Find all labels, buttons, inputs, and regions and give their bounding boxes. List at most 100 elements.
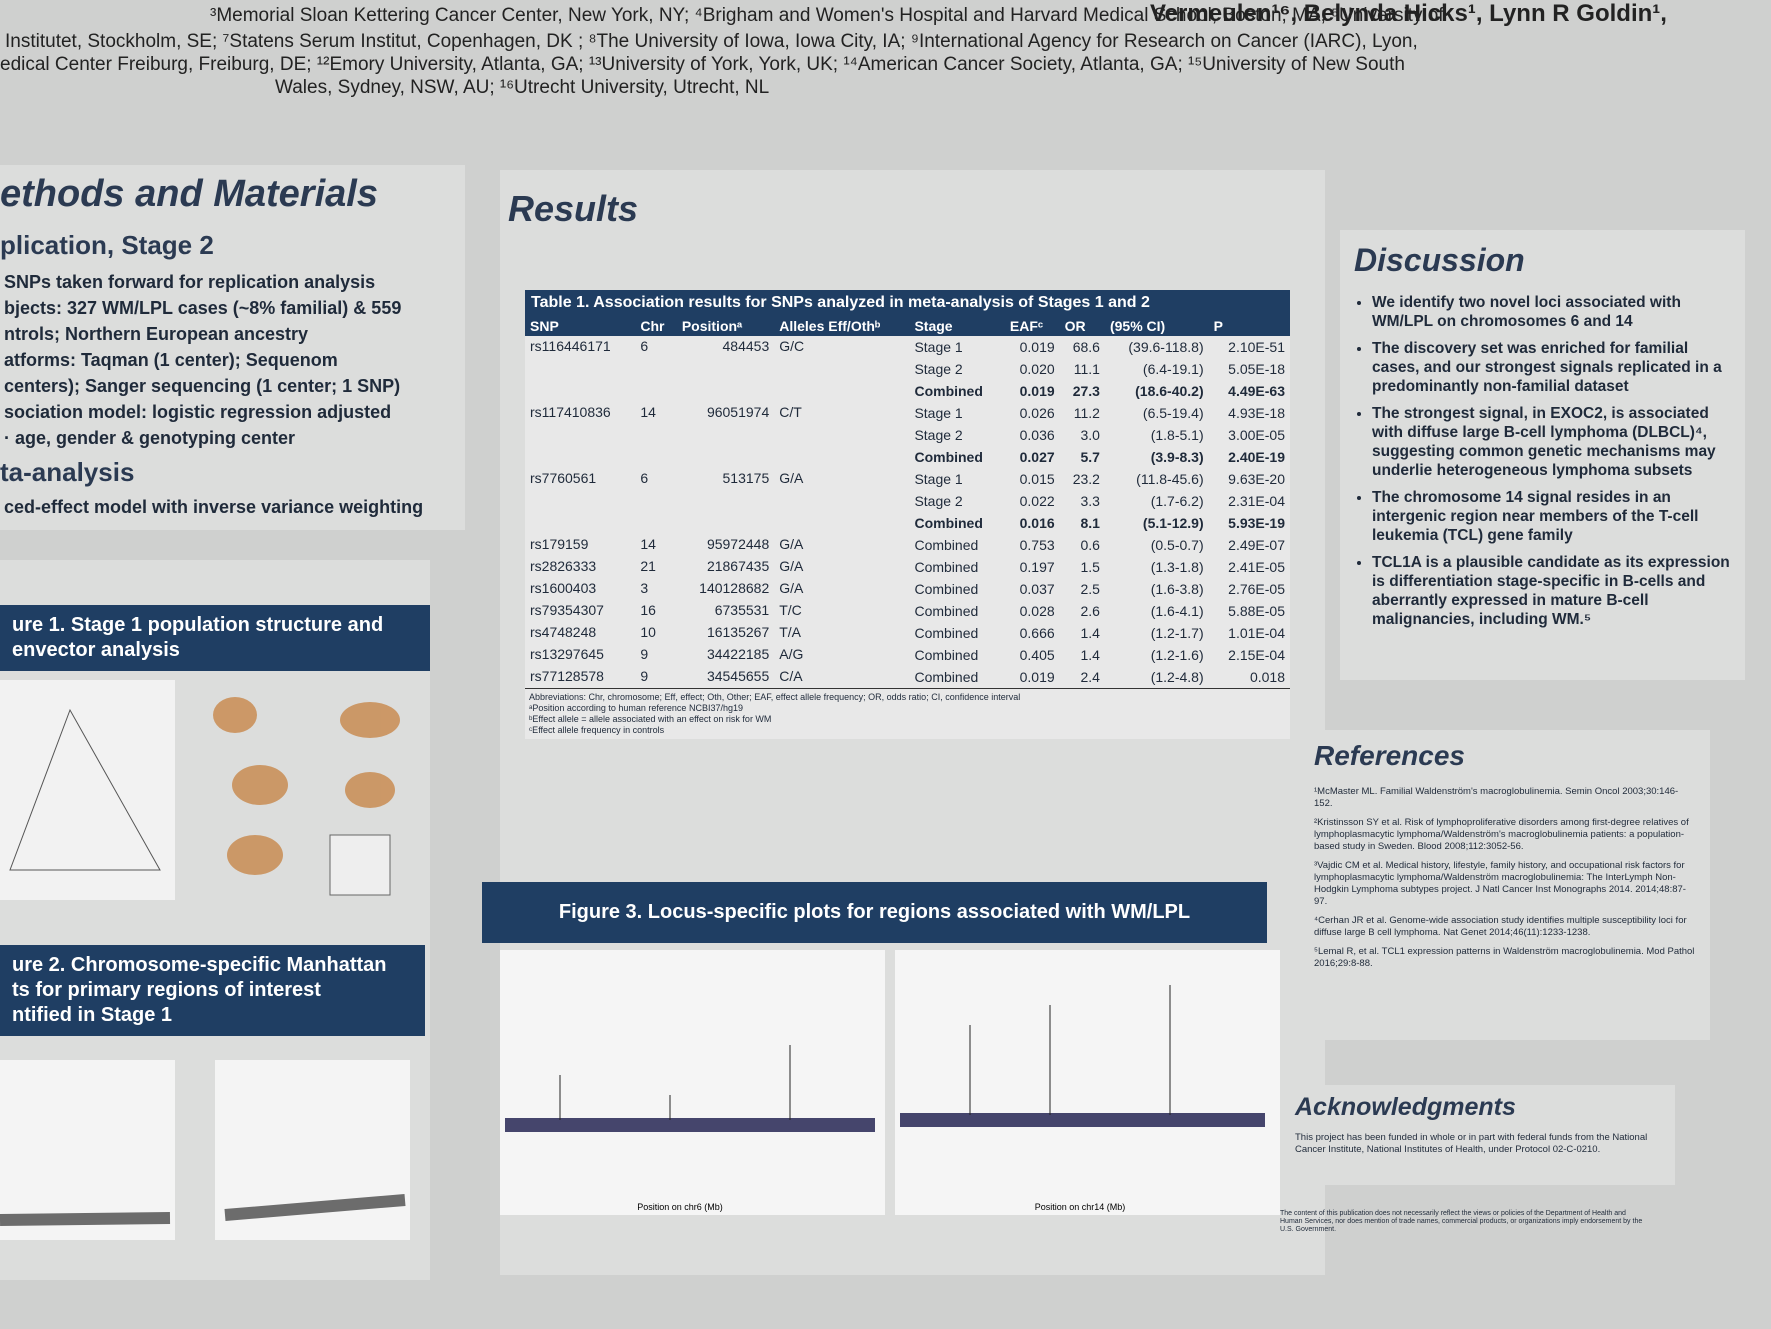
table-row: rs77128578 9 34545655 C/A Combined 0.019 2.4 (1…: [525, 666, 1290, 688]
cell: G/A: [779, 536, 804, 552]
cell: C/A: [779, 668, 803, 684]
bullet: The discovery set was enriched for famil…: [1372, 339, 1731, 396]
affiliation: ³Memorial Sloan Kettering Cancer Center,…: [210, 5, 1444, 26]
cell: 21: [640, 558, 656, 574]
cell: (1.2-1.6): [1150, 647, 1204, 663]
subsection-title: plication, Stage 2: [0, 230, 214, 260]
bullet: ntrols; Northern European ancestry: [4, 324, 309, 344]
cell: 0.405: [1019, 647, 1055, 663]
cell: (6.5-19.4): [1142, 405, 1204, 421]
table-row: rs13297645 9 34422185 A/G Combined 0.405 1.4 (1…: [525, 644, 1290, 666]
cell: 14: [640, 536, 656, 552]
cell: 3.0: [1080, 427, 1100, 443]
figure-title: ure 1. Stage 1 population structure and e…: [0, 605, 430, 671]
table-row: Combined 0.027 5.7 (3.9-8.3) 2.40E-19: [525, 446, 1290, 468]
cell: rs4748248: [530, 624, 597, 640]
cell: rs1600403: [530, 580, 597, 596]
cell: 96051974: [706, 404, 770, 420]
cell: (1.7-6.2): [1150, 493, 1204, 509]
cell: 6735531: [714, 602, 770, 618]
cell: 21867435: [706, 558, 770, 574]
cell: rs116446171: [530, 338, 611, 354]
table-row: Stage 2 0.036 3.0 (1.8-5.1) 3.00E-05: [525, 424, 1290, 446]
cell: (1.2-4.8): [1150, 669, 1204, 685]
section-title: ethods and Materials: [0, 173, 378, 215]
cell: 95972448: [706, 536, 770, 552]
table-row: Combined 0.016 8.1 (5.1-12.9) 5.93E-19: [525, 512, 1290, 534]
discussion-panel: Discussion We identify two novel loci as…: [1340, 230, 1745, 680]
cell: T/A: [779, 624, 802, 640]
cell: 1.4: [1080, 647, 1100, 663]
cell: rs79354307: [530, 602, 604, 618]
bullet: · age, gender & genotyping center: [4, 428, 296, 448]
cell: 2.49E-07: [1228, 537, 1285, 553]
table-row: rs2826333 21 21867435 G/A Combined 0.197 1.5 (1…: [525, 556, 1290, 578]
acknowledgments-text: This project has been funded in whole or…: [1295, 1132, 1648, 1155]
column-header: SNP: [525, 316, 636, 336]
cell: 3: [640, 580, 649, 596]
bullet: The chromosome 14 signal resides in an i…: [1372, 488, 1731, 545]
methods-panel: ethods and Materials plication, Stage 2 …: [0, 165, 465, 530]
cell: 34422185: [706, 646, 770, 662]
figure-2-plots: [0, 1060, 410, 1240]
reference: ⁴Cerhan JR et al. Genome-wide associatio…: [1314, 915, 1687, 938]
cell: 0.028: [1019, 603, 1055, 619]
cell: G/A: [779, 580, 804, 596]
affiliation: Wales, Sydney, NSW, AU; ¹⁶Utrecht Univer…: [275, 77, 770, 98]
cell: 16135267: [706, 624, 770, 640]
cell: 0.753: [1019, 537, 1055, 553]
cell: Stage 2: [914, 361, 963, 377]
cell: (3.9-8.3): [1150, 449, 1204, 465]
cell: Combined: [914, 669, 979, 685]
cell: 0.037: [1019, 581, 1055, 597]
cell: (1.3-1.8): [1150, 559, 1204, 575]
cell: (39.6-118.8): [1128, 339, 1204, 355]
cell: 5.7: [1080, 449, 1100, 465]
cell: 0.197: [1019, 559, 1055, 575]
figure-title-line: envector analysis: [12, 639, 180, 661]
bullet: bjects: 327 WM/LPL cases (~8% familial) …: [4, 298, 402, 318]
bullet: We identify two novel loci associated wi…: [1372, 293, 1731, 331]
table-row: rs117410836 14 96051974 C/T Stage 1 0.026 11.2…: [525, 402, 1290, 424]
column-header: Alleles Eff/Othᵇ: [774, 316, 910, 336]
cell: 2.10E-51: [1228, 339, 1285, 355]
cell: 484453: [722, 338, 770, 354]
section-title: Results: [508, 188, 639, 229]
cell: rs117410836: [530, 404, 611, 420]
table-row: rs79354307 16 6735531 T/C Combined 0.028 2.6 (1…: [525, 600, 1290, 622]
cell: (18.6-40.2): [1135, 383, 1204, 399]
cell: 2.41E-05: [1228, 559, 1285, 575]
cell: 6: [640, 338, 649, 354]
cell: (0.5-0.7): [1150, 537, 1204, 553]
cell: Combined: [914, 625, 979, 641]
column-header: Chr: [635, 316, 677, 336]
cell: 14: [640, 404, 656, 420]
bullet: TCL1A is a plausible candidate as its ex…: [1372, 553, 1731, 629]
column-header: P: [1208, 316, 1290, 336]
cell: Combined: [914, 647, 979, 663]
cell: 9.63E-20: [1228, 471, 1285, 487]
table: SNP Chr Positionᵃ Alleles Eff/Othᵇ Stage EAFᶜ…: [525, 316, 1290, 688]
column-header: Stage: [909, 316, 1005, 336]
cell: rs2826333: [530, 558, 597, 574]
bullet: The strongest signal, in EXOC2, is assoc…: [1372, 404, 1731, 480]
cell: 1.01E-04: [1228, 625, 1285, 641]
bullet: sociation model: logistic regression adj…: [4, 402, 392, 422]
cell: 23.2: [1072, 471, 1100, 487]
cell: 2.76E-05: [1228, 581, 1285, 597]
cell: 5.93E-19: [1228, 515, 1285, 531]
figure-3-plots: Position on chr6 (Mb) Position on chr14 …: [500, 950, 1280, 1215]
cell: 16: [640, 602, 656, 618]
cell: 34545655: [706, 668, 770, 684]
authors: Vermeulen¹⁶, Belynda Hicks¹, Lynn R Gold…: [1150, 0, 1667, 27]
table-row: rs179159 14 95972448 G/A Combined 0.753 0.6 (0.…: [525, 534, 1290, 556]
cell: C/T: [779, 404, 802, 420]
cell: 0.036: [1019, 427, 1055, 443]
cell: 11.1: [1073, 361, 1100, 377]
cell: Stage 2: [914, 427, 963, 443]
bullet: atforms: Taqman (1 center); Sequenom: [4, 350, 338, 370]
cell: 0.016: [1019, 515, 1055, 531]
section-title: Discussion: [1354, 242, 1525, 278]
reference: ⁵Lemal R, et al. TCL1 expression pattern…: [1314, 946, 1695, 969]
cell: T/C: [779, 602, 802, 618]
